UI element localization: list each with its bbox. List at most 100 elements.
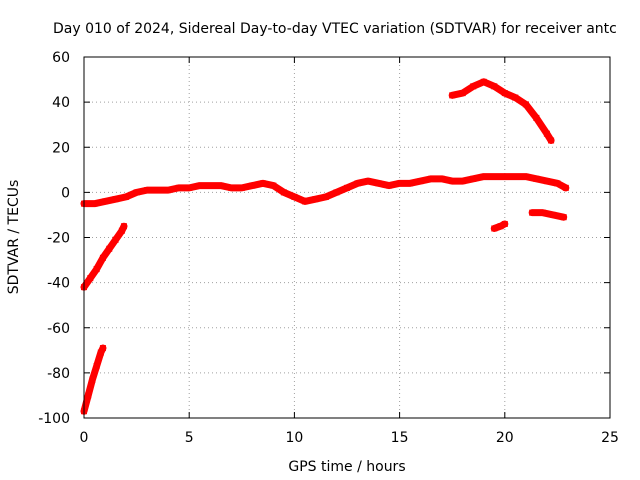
data-point bbox=[207, 182, 214, 189]
data-point bbox=[301, 198, 308, 205]
data-point bbox=[118, 227, 125, 234]
data-point bbox=[562, 184, 569, 191]
data-point bbox=[228, 184, 235, 191]
data-point bbox=[449, 178, 456, 185]
data-point bbox=[543, 130, 550, 137]
data-point bbox=[112, 236, 119, 243]
data-point bbox=[333, 189, 340, 196]
data-point bbox=[491, 173, 498, 180]
data-point bbox=[554, 180, 561, 187]
data-point bbox=[522, 173, 529, 180]
data-point bbox=[396, 180, 403, 187]
y-tick-label: 20 bbox=[52, 140, 70, 156]
data-point bbox=[539, 209, 546, 216]
data-point bbox=[249, 182, 256, 189]
data-point bbox=[365, 178, 372, 185]
data-point bbox=[102, 198, 109, 205]
y-tick-label: -40 bbox=[47, 276, 70, 292]
data-point bbox=[344, 184, 350, 191]
data-point bbox=[186, 184, 193, 191]
y-tick-label: -60 bbox=[47, 321, 70, 337]
data-point bbox=[291, 193, 298, 200]
data-point bbox=[501, 173, 508, 180]
grid bbox=[84, 57, 610, 418]
x-tick-label: 15 bbox=[391, 430, 409, 446]
data-point bbox=[270, 182, 277, 189]
x-tick-label: 10 bbox=[285, 430, 303, 446]
data-point bbox=[165, 187, 172, 194]
data-point bbox=[175, 184, 182, 191]
data-point bbox=[428, 175, 435, 182]
y-axis-label: SDTVAR / TECUs bbox=[6, 180, 22, 295]
data-point bbox=[522, 101, 529, 108]
data-point bbox=[470, 175, 477, 182]
data-point bbox=[354, 180, 361, 187]
data-point bbox=[512, 94, 519, 101]
y-tick-label: -80 bbox=[47, 366, 70, 382]
data-point bbox=[87, 275, 94, 282]
series-fragment-low-b bbox=[528, 209, 568, 221]
data-point bbox=[459, 90, 466, 97]
data-point bbox=[99, 254, 106, 261]
y-tick-label: -20 bbox=[47, 231, 70, 247]
data-point bbox=[93, 363, 100, 370]
data-point bbox=[512, 173, 519, 180]
data-point bbox=[449, 92, 456, 99]
x-axis-label: GPS time / hours bbox=[288, 459, 405, 475]
data-point bbox=[112, 196, 119, 203]
data-point bbox=[548, 137, 555, 144]
data-point bbox=[280, 189, 287, 196]
data-point bbox=[560, 214, 567, 221]
data-point bbox=[529, 209, 536, 216]
data-point bbox=[417, 178, 424, 185]
data-point bbox=[154, 187, 161, 194]
data-point bbox=[480, 173, 487, 180]
data-point bbox=[89, 376, 96, 383]
data-point bbox=[91, 200, 98, 207]
data-point bbox=[407, 180, 414, 187]
axis-ticks: 0 5 10 15 20 25 -100 -80 -60 -40 -20 0 20 40 60 bbox=[38, 50, 619, 446]
data-point bbox=[533, 114, 540, 121]
data-point bbox=[497, 223, 504, 230]
data-point bbox=[93, 266, 100, 273]
data-point bbox=[501, 90, 508, 97]
data-point bbox=[543, 178, 550, 185]
x-tick-label: 5 bbox=[185, 430, 194, 446]
chart-title: Day 010 of 2024, Sidereal Day-to-day VTE… bbox=[53, 21, 617, 37]
data-point bbox=[550, 211, 557, 218]
data-point bbox=[480, 78, 487, 85]
data-point bbox=[533, 175, 540, 182]
data-point bbox=[97, 349, 104, 356]
data-point bbox=[491, 225, 498, 232]
series-arc-upper bbox=[448, 78, 555, 144]
data-point bbox=[123, 193, 130, 200]
y-tick-label: -100 bbox=[38, 411, 70, 427]
y-tick-label: 40 bbox=[52, 95, 70, 111]
data-point bbox=[386, 182, 393, 189]
data-point bbox=[501, 220, 508, 227]
data-point bbox=[238, 184, 245, 191]
x-tick-label: 25 bbox=[601, 430, 619, 446]
data-point bbox=[106, 245, 113, 252]
y-tick-label: 60 bbox=[52, 50, 70, 66]
x-tick-label: 0 bbox=[80, 430, 89, 446]
data-point bbox=[99, 345, 106, 352]
data-point bbox=[120, 223, 127, 230]
data-point bbox=[491, 83, 498, 90]
y-tick-label: 0 bbox=[61, 185, 70, 201]
data-point bbox=[144, 187, 151, 194]
data-point bbox=[217, 182, 224, 189]
data-series bbox=[80, 78, 570, 415]
data-point bbox=[312, 196, 319, 203]
data-point bbox=[259, 180, 266, 187]
data-point bbox=[196, 182, 203, 189]
data-point bbox=[322, 193, 329, 200]
data-point bbox=[438, 175, 445, 182]
data-point bbox=[85, 392, 92, 399]
plot-frame bbox=[83, 56, 611, 419]
data-point bbox=[459, 178, 466, 185]
data-point bbox=[133, 189, 140, 196]
data-point bbox=[375, 180, 382, 187]
data-point bbox=[470, 83, 477, 90]
